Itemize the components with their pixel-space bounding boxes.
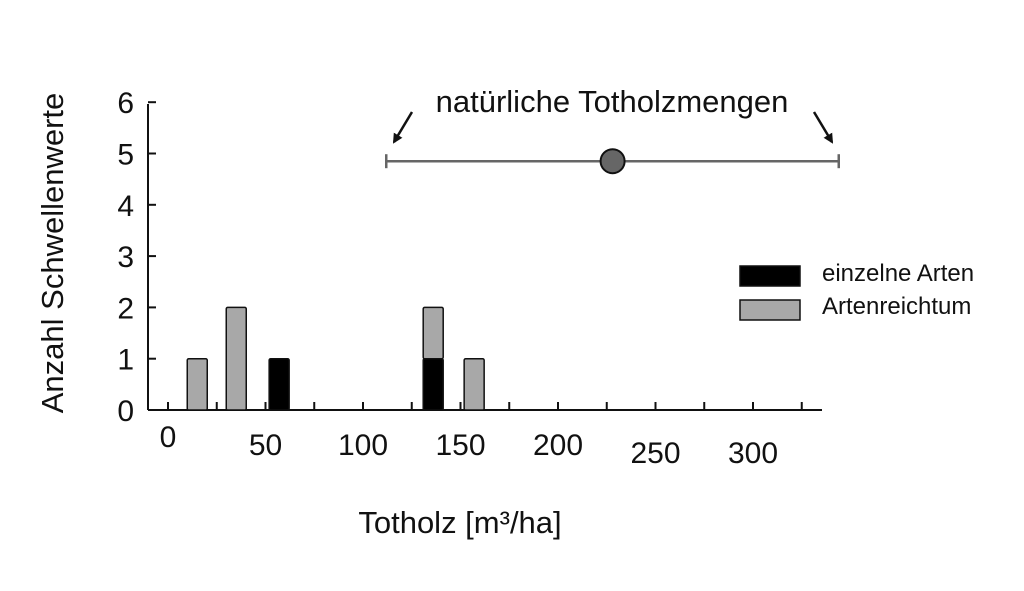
legend-swatch-artenreichtum xyxy=(739,299,801,321)
bar-einzelne-arten-136 xyxy=(422,357,444,411)
x-tick-label-200: 200 xyxy=(533,429,583,462)
y-tick-label-0: 0 xyxy=(117,395,134,428)
x-tick-label-100: 100 xyxy=(338,429,388,462)
annotation-label: natürliche Totholzmengen xyxy=(436,84,789,119)
x-tick-label-250: 250 xyxy=(630,437,680,470)
legend-label-einzelne-arten: einzelne Arten xyxy=(822,260,974,287)
legend-swatch-einzelne-arten xyxy=(739,265,801,287)
bar-artenreichtum-35 xyxy=(225,306,247,411)
bar-einzelne-arten-57 xyxy=(268,357,290,411)
y-tick-label-5: 5 xyxy=(117,139,134,172)
legend: einzelne Arten Artenreichtum xyxy=(739,260,974,321)
bar-artenreichtum-15 xyxy=(186,357,208,411)
x-tick-label-0: 0 xyxy=(160,421,177,454)
annotation-center-marker xyxy=(599,148,626,175)
y-tick-label-2: 2 xyxy=(117,292,134,325)
y-tick-label-1: 1 xyxy=(117,344,134,377)
legend-label-artenreichtum: Artenreichtum xyxy=(822,293,971,320)
annotation-arrow-right xyxy=(812,111,834,144)
x-tick-label-150: 150 xyxy=(435,429,485,462)
y-tick-label-3: 3 xyxy=(117,241,134,274)
y-axis-title: Anzahl Schwellenwerte xyxy=(35,93,70,414)
x-tick-label-300: 300 xyxy=(728,437,778,470)
y-tick-label-4: 4 xyxy=(117,190,134,223)
y-tick-label-6: 6 xyxy=(117,87,134,120)
x-axis-title: Totholz [m³/ha] xyxy=(358,505,561,540)
bar-artenreichtum-157 xyxy=(463,357,485,411)
x-tick-label-50: 50 xyxy=(249,429,282,462)
bar-artenreichtum-136 xyxy=(422,306,444,360)
annotation-arrow-left xyxy=(392,111,414,144)
plot-area: 0 1 2 3 4 5 6 0 50 100 150 200 250 300 xyxy=(117,87,840,470)
